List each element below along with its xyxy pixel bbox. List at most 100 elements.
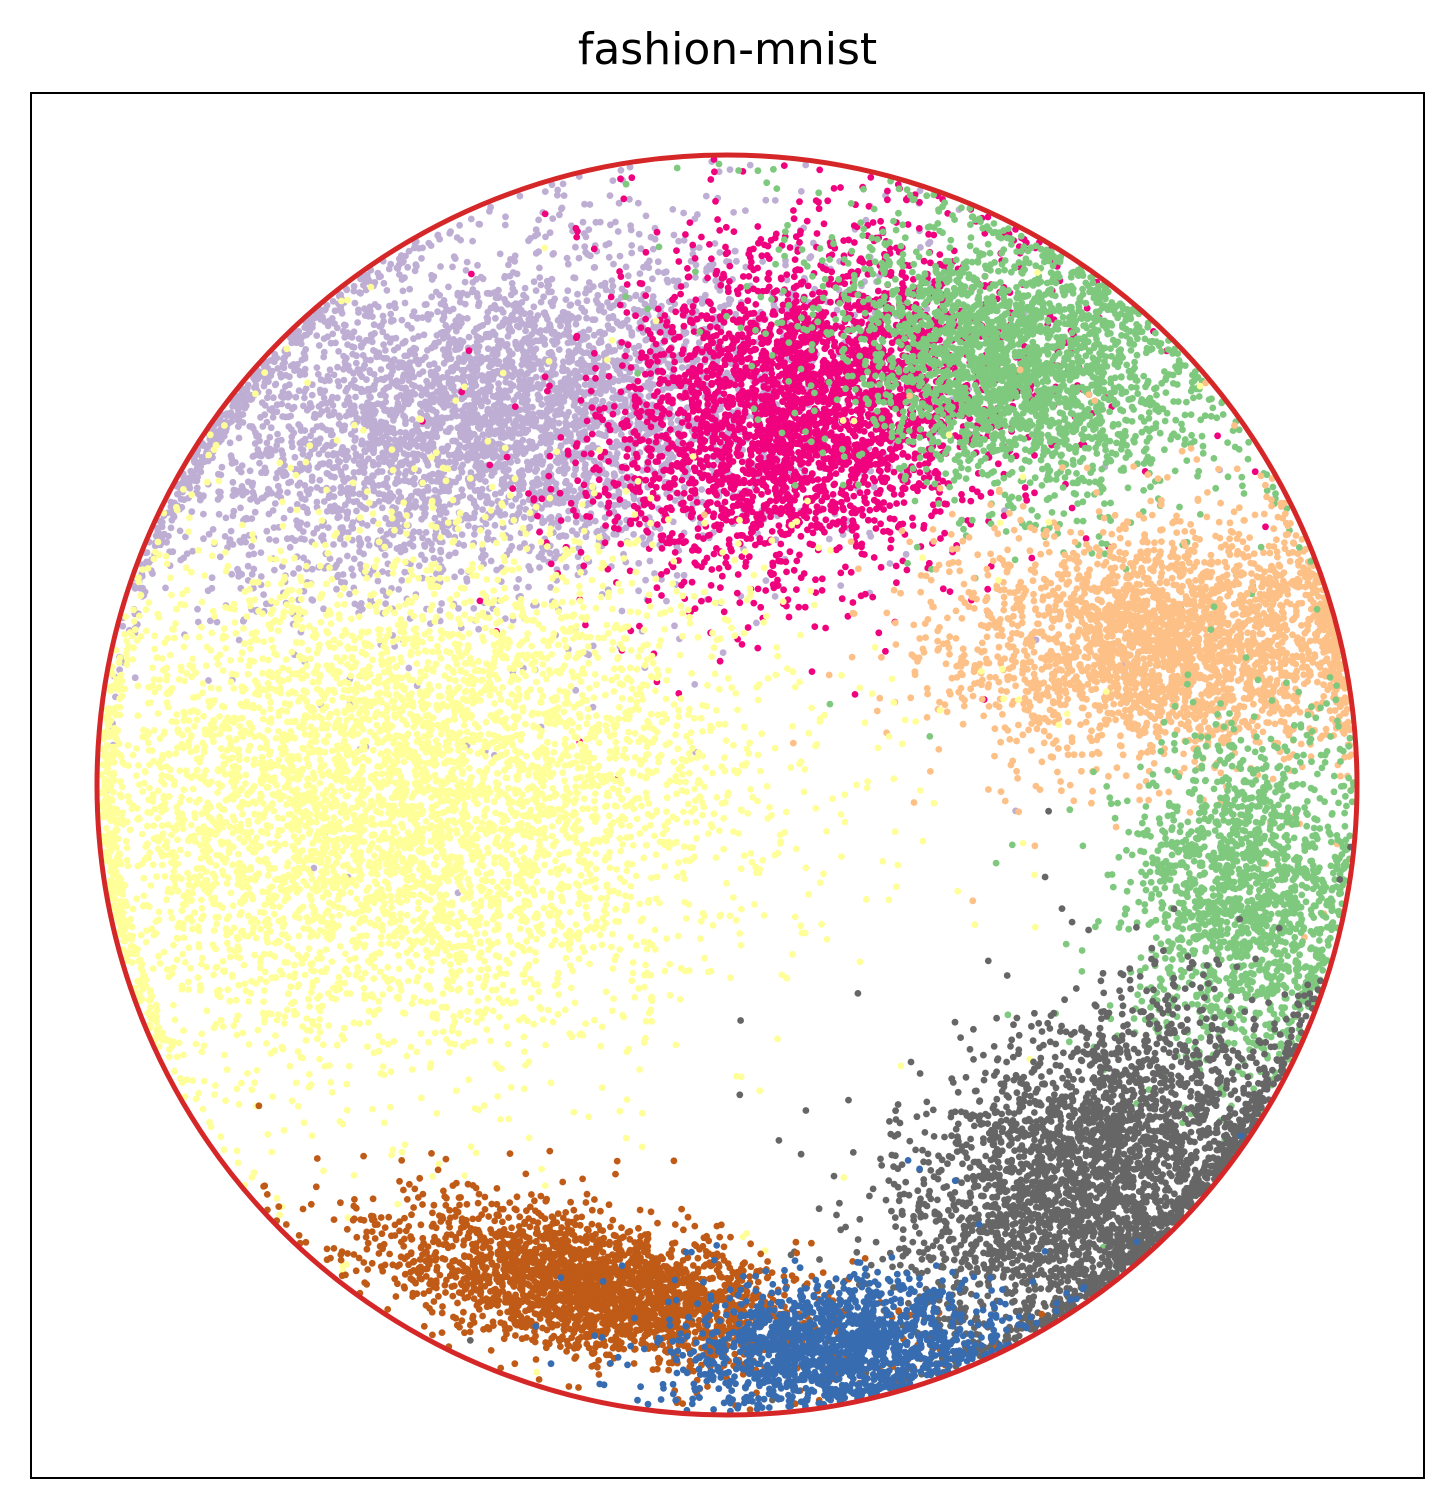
data-point	[475, 299, 483, 306]
data-point	[320, 498, 328, 505]
data-point	[592, 218, 600, 226]
data-point	[532, 337, 540, 345]
data-point	[642, 576, 649, 584]
data-point	[167, 524, 175, 532]
data-point	[580, 307, 588, 315]
data-point	[502, 213, 509, 221]
data-point	[294, 335, 302, 343]
data-point	[614, 228, 622, 235]
data-point	[455, 474, 463, 482]
data-point	[782, 261, 789, 269]
data-point	[234, 416, 242, 424]
data-point	[389, 493, 397, 500]
data-point	[642, 248, 650, 256]
data-point	[591, 517, 599, 525]
data-point	[428, 276, 436, 283]
data-point	[360, 414, 367, 422]
data-point	[407, 432, 414, 440]
data-point	[445, 283, 452, 291]
data-point	[610, 394, 618, 402]
data-point	[189, 547, 197, 555]
data-point	[440, 297, 448, 304]
data-point	[654, 268, 662, 276]
data-point	[229, 512, 237, 520]
data-point	[624, 272, 632, 280]
data-point	[298, 438, 306, 445]
data-point	[778, 307, 786, 314]
data-point	[377, 366, 385, 373]
data-point	[315, 450, 323, 458]
data-point	[331, 473, 338, 481]
data-point	[825, 535, 833, 543]
data-point	[672, 308, 680, 316]
data-point	[445, 552, 453, 560]
data-point	[471, 396, 478, 404]
data-point	[339, 444, 347, 451]
data-point	[440, 403, 448, 411]
data-point	[286, 373, 293, 381]
data-point	[637, 510, 645, 517]
data-point	[286, 381, 293, 389]
data-point	[635, 587, 642, 595]
data-point	[665, 456, 673, 463]
data-point	[472, 355, 480, 363]
data-point	[308, 473, 316, 481]
data-point	[649, 297, 656, 305]
data-point	[695, 244, 703, 252]
data-point	[535, 248, 542, 256]
data-point	[523, 382, 531, 389]
data-point	[449, 322, 457, 330]
data-point	[222, 428, 230, 435]
data-point	[580, 481, 588, 489]
data-point	[401, 568, 409, 576]
data-point	[446, 230, 454, 237]
data-point	[585, 326, 593, 334]
data-point	[448, 367, 456, 374]
data-point	[333, 324, 341, 332]
data-point	[340, 376, 348, 384]
data-point	[265, 446, 273, 454]
data-point	[663, 597, 670, 605]
data-point	[549, 302, 556, 310]
data-point	[364, 535, 372, 543]
data-point	[301, 536, 308, 543]
data-point	[641, 515, 649, 523]
data-point	[459, 492, 467, 499]
data-point	[320, 460, 327, 467]
data-point	[609, 177, 617, 185]
data-point	[290, 570, 297, 577]
data-point	[595, 328, 603, 336]
data-point	[193, 477, 201, 485]
data-point	[479, 431, 487, 439]
data-point	[436, 235, 443, 243]
data-point	[531, 322, 539, 330]
data-point	[636, 270, 644, 277]
data-point	[313, 332, 321, 339]
data-point	[504, 407, 512, 415]
data-point	[274, 430, 281, 438]
data-point	[628, 174, 636, 182]
data-point	[428, 546, 436, 554]
data-point	[258, 494, 266, 502]
data-point	[600, 432, 607, 439]
data-point	[443, 327, 451, 335]
data-point	[351, 299, 359, 307]
data-point	[404, 263, 412, 271]
data-point	[546, 445, 554, 453]
data-point	[622, 263, 630, 271]
data-point	[325, 412, 333, 419]
data-point	[229, 478, 237, 486]
data-point	[568, 357, 575, 364]
data-point	[252, 429, 259, 437]
data-point	[469, 406, 477, 414]
data-point	[430, 398, 438, 406]
data-point	[288, 438, 295, 446]
data-point	[352, 393, 359, 401]
data-point	[301, 365, 309, 373]
data-point	[451, 255, 459, 262]
data-point	[534, 230, 541, 238]
data-point	[368, 338, 376, 346]
data-point	[450, 336, 457, 343]
data-point	[425, 239, 433, 247]
data-point	[321, 387, 329, 395]
